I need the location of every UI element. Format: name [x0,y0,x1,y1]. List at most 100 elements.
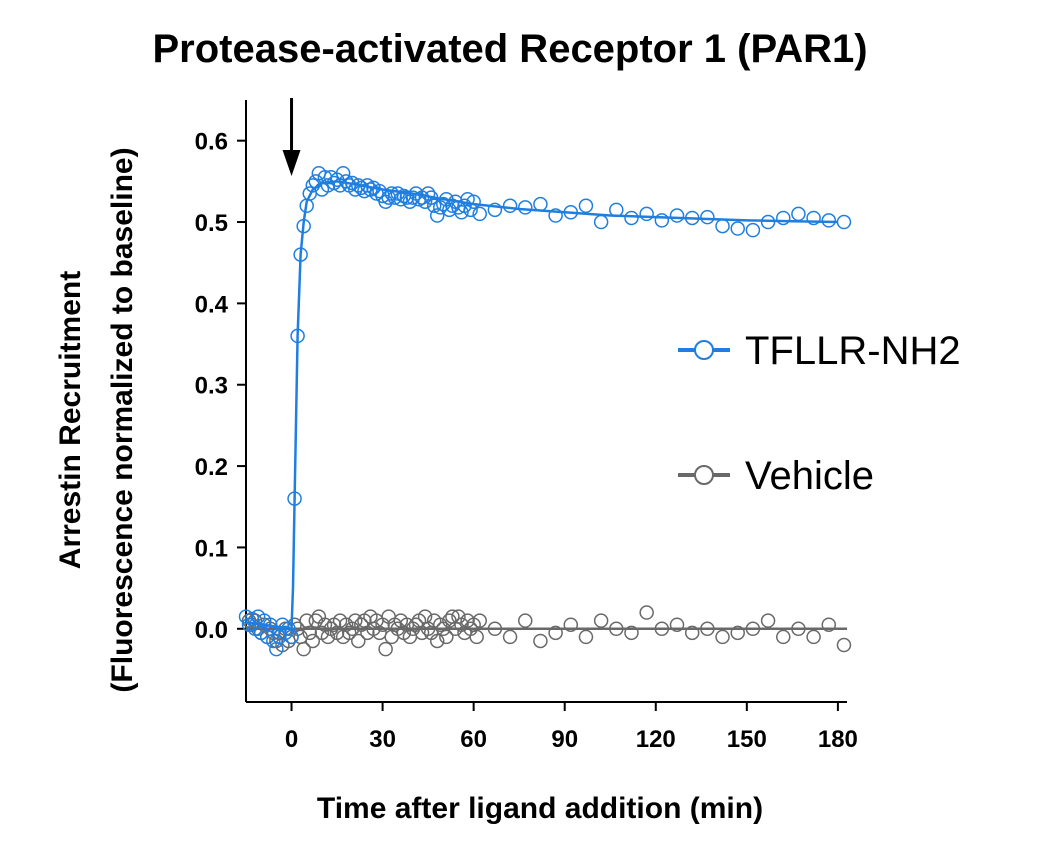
x-tick-label: 120 [636,726,676,753]
legend: TFLLR-NH2 Vehicle [678,329,961,498]
data-point-vehicle [320,629,336,645]
y-tick-label: 0.2 [195,454,228,481]
data-point-tfllr-nh2 [806,210,821,226]
annotation-layer [282,98,301,176]
y-axis-sublabel: (Fluorescence normalized to baseline) [106,147,139,692]
data-point-tfllr-nh2 [684,210,700,226]
addition-arrow-head [282,150,301,176]
y-tick-label: 0.1 [195,535,228,562]
data-point-tfllr-nh2 [487,202,503,218]
data-point-tfllr-nh2 [654,213,670,228]
data-point-tfllr-nh2 [387,190,402,205]
data-point-vehicle [821,617,837,632]
data-point-vehicle [487,621,503,637]
y-axis-label: Arrestin Recruitment [54,271,87,569]
data-point-tfllr-nh2 [290,328,305,344]
data-point-tfllr-nh2 [563,205,579,220]
x-tick-label: 150 [727,726,767,753]
data-point-tfllr-nh2 [429,208,445,223]
data-point-vehicle [654,621,670,637]
data-point-tfllr-nh2 [836,214,852,230]
y-tick-label: 0.5 [195,210,228,237]
data-point-vehicle [351,633,366,649]
data-point-vehicle [745,621,761,637]
data-point-tfllr-nh2 [344,175,360,191]
legend-label-tfllr-nh2: TFLLR-NH2 [745,329,961,373]
x-tick-label: 0 [285,726,298,753]
data-point-vehicle [548,625,563,641]
data-point-tfllr-nh2 [281,621,296,637]
data-point-tfllr-nh2 [263,617,278,632]
data-point-tfllr-nh2 [460,191,475,207]
data-point-vehicle [296,641,311,657]
data-point-vehicle [451,609,466,624]
data-point-tfllr-nh2 [760,214,776,230]
data-point-vehicle [669,617,685,632]
y-tick-label: 0.3 [195,373,228,400]
data-point-tfllr-nh2 [609,202,624,218]
data-point-tfllr-nh2 [423,190,439,205]
data-point-tfllr-nh2 [745,222,761,238]
data-point-tfllr-nh2 [287,491,302,506]
legend-marker-tfllr-nh2 [694,340,714,360]
data-point-vehicle [563,617,579,632]
data-point-vehicle [730,625,745,641]
data-point-tfllr-nh2 [238,609,254,624]
data-point-tfllr-nh2 [360,178,375,193]
data-point-tfllr-nh2 [296,218,311,234]
data-point-tfllr-nh2 [463,202,478,218]
data-point-vehicle [502,629,518,645]
data-point-tfllr-nh2 [548,208,563,223]
axes: 0.0 0.1 0.2 0.3 0.4 0.5 0.6 0 30 60 90 120 150 180 [195,100,858,753]
chart-title: Protease-activated Receptor 1 (PAR1) [152,27,867,71]
data-point-vehicle [806,629,821,645]
data-point-vehicle [344,621,360,637]
x-tick-label: 30 [369,726,396,753]
data-point-vehicle [305,633,321,649]
data-point-tfllr-nh2 [420,186,436,201]
data-point-tfllr-nh2 [578,198,594,214]
series-layer [238,165,852,657]
data-point-vehicle [439,629,454,645]
data-point-tfllr-nh2 [426,198,442,214]
data-point-tfllr-nh2 [669,208,685,223]
data-point-tfllr-nh2 [502,198,518,214]
data-point-tfllr-nh2 [335,165,351,181]
data-point-vehicle [472,613,487,628]
data-point-tfllr-nh2 [472,206,487,222]
data-point-vehicle [609,621,624,637]
y-tick-label: 0.4 [195,291,229,318]
data-point-vehicle [578,629,594,645]
legend-label-vehicle: Vehicle [745,454,874,498]
data-point-tfllr-nh2 [305,178,321,193]
data-point-vehicle [684,625,700,641]
data-point-vehicle [378,641,393,657]
data-point-vehicle [429,633,445,649]
y-tick-label: 0.6 [195,129,228,156]
data-point-tfllr-nh2 [776,210,791,226]
data-point-tfllr-nh2 [518,200,533,215]
data-point-vehicle [791,621,806,637]
x-tick-label: 180 [818,726,858,753]
data-point-vehicle [533,633,548,649]
data-point-tfllr-nh2 [624,210,639,226]
series-line-tfllr-nh2 [245,180,838,631]
data-point-vehicle [715,629,730,645]
data-point-tfllr-nh2 [821,213,837,228]
data-point-vehicle [700,621,715,637]
data-point-vehicle [836,637,852,653]
data-point-tfllr-nh2 [454,205,469,220]
data-point-vehicle [302,625,317,641]
data-point-tfllr-nh2 [593,214,609,230]
data-point-tfllr-nh2 [700,209,715,225]
data-point-tfllr-nh2 [533,196,548,212]
x-tick-label: 90 [551,726,578,753]
data-point-vehicle [341,625,357,641]
data-point-vehicle [433,617,448,632]
data-point-vehicle [760,613,776,628]
data-point-vehicle [308,613,324,628]
data-point-tfllr-nh2 [715,218,730,234]
data-point-vehicle [593,613,609,628]
data-point-vehicle [639,605,654,620]
